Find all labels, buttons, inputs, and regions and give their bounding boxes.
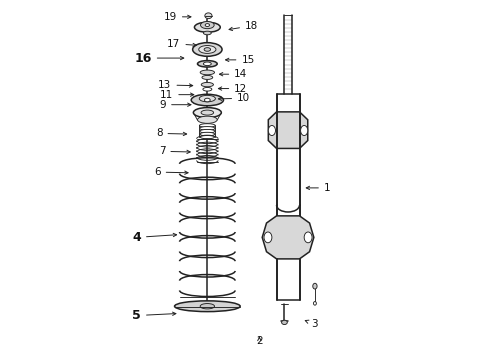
Ellipse shape bbox=[194, 108, 221, 118]
Ellipse shape bbox=[200, 135, 215, 139]
Ellipse shape bbox=[205, 24, 210, 27]
Text: 13: 13 bbox=[158, 80, 193, 90]
Text: 1: 1 bbox=[306, 183, 331, 193]
Text: 9: 9 bbox=[159, 100, 191, 110]
Ellipse shape bbox=[264, 232, 272, 243]
Ellipse shape bbox=[199, 95, 216, 102]
Text: 7: 7 bbox=[159, 146, 190, 156]
Ellipse shape bbox=[313, 283, 317, 289]
Ellipse shape bbox=[203, 87, 212, 91]
Ellipse shape bbox=[202, 76, 213, 80]
Text: 19: 19 bbox=[164, 12, 191, 22]
Ellipse shape bbox=[269, 126, 275, 135]
Text: 14: 14 bbox=[220, 69, 247, 79]
Ellipse shape bbox=[199, 124, 215, 127]
Ellipse shape bbox=[204, 98, 210, 102]
Ellipse shape bbox=[300, 126, 308, 135]
Text: 12: 12 bbox=[219, 84, 247, 94]
Text: 8: 8 bbox=[156, 129, 187, 138]
Ellipse shape bbox=[193, 42, 222, 56]
Ellipse shape bbox=[205, 13, 212, 19]
Ellipse shape bbox=[200, 130, 215, 133]
Text: 10: 10 bbox=[219, 93, 250, 103]
Ellipse shape bbox=[203, 62, 211, 66]
Ellipse shape bbox=[191, 94, 223, 106]
Text: 4: 4 bbox=[132, 231, 176, 244]
Polygon shape bbox=[262, 216, 314, 259]
Ellipse shape bbox=[201, 110, 214, 115]
Ellipse shape bbox=[200, 303, 215, 309]
Text: 17: 17 bbox=[167, 39, 196, 49]
Ellipse shape bbox=[304, 232, 312, 243]
Ellipse shape bbox=[200, 70, 215, 75]
Ellipse shape bbox=[199, 45, 216, 53]
Ellipse shape bbox=[204, 48, 211, 51]
Ellipse shape bbox=[282, 320, 287, 324]
Ellipse shape bbox=[197, 116, 217, 123]
Text: 11: 11 bbox=[160, 90, 194, 100]
Ellipse shape bbox=[200, 22, 214, 29]
Ellipse shape bbox=[203, 31, 211, 35]
Ellipse shape bbox=[199, 127, 215, 130]
Ellipse shape bbox=[195, 22, 220, 32]
Ellipse shape bbox=[314, 302, 317, 305]
Ellipse shape bbox=[200, 132, 215, 136]
Text: 6: 6 bbox=[154, 167, 188, 177]
Text: 15: 15 bbox=[225, 55, 255, 65]
Text: 18: 18 bbox=[229, 21, 258, 31]
Ellipse shape bbox=[197, 60, 217, 67]
Polygon shape bbox=[269, 112, 308, 148]
Text: 16: 16 bbox=[134, 51, 184, 64]
Ellipse shape bbox=[201, 82, 214, 87]
Ellipse shape bbox=[174, 301, 240, 312]
Text: 5: 5 bbox=[132, 309, 176, 322]
Text: 3: 3 bbox=[305, 319, 318, 329]
Text: 2: 2 bbox=[256, 336, 263, 346]
